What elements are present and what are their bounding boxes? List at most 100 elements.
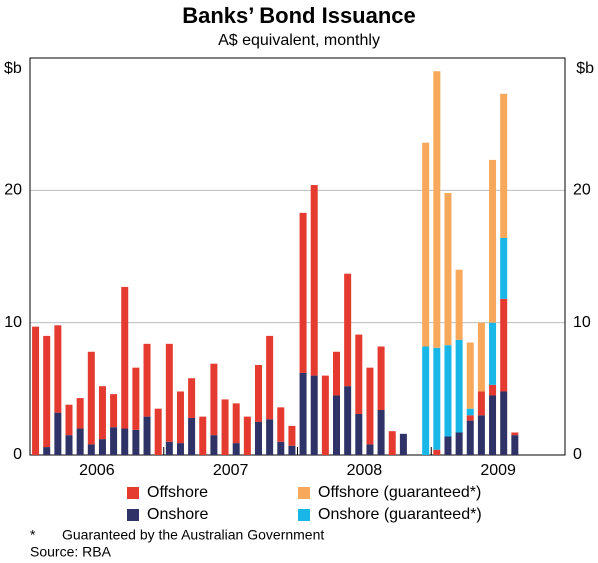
bar-segment — [121, 286, 129, 429]
bar-segment — [466, 420, 474, 455]
x-tick-label: 2006 — [79, 462, 115, 479]
bar-segment — [455, 339, 463, 433]
bar-segment — [43, 335, 51, 448]
bar-segment — [277, 441, 285, 455]
bar-segment — [511, 435, 519, 455]
legend-label: Offshore — [147, 484, 208, 501]
bar-segment — [210, 363, 218, 436]
bar-segment — [299, 212, 307, 373]
bar-segment — [500, 93, 508, 238]
bar-segment — [489, 322, 497, 385]
legend-label: Onshore (guaranteed*) — [318, 506, 482, 523]
bar-segment — [310, 185, 318, 376]
chart-subtitle: A$ equivalent, monthly — [218, 32, 380, 49]
y2-tick-label: 0 — [573, 446, 582, 463]
bar-segment — [43, 447, 51, 455]
bar-segment — [477, 415, 485, 455]
bar-segment — [489, 384, 497, 396]
bar-segment — [310, 375, 318, 455]
y-axis-label: $b — [4, 60, 22, 77]
bar-segment — [87, 444, 95, 455]
bar-segment — [199, 416, 207, 455]
bar-segment — [444, 192, 452, 346]
y2-tick-label: 10 — [573, 314, 591, 331]
bar-segment — [366, 367, 374, 445]
bar-segment — [344, 273, 352, 387]
bar-segment — [377, 346, 385, 411]
bar-segment — [54, 412, 62, 455]
bar-segment — [110, 394, 118, 428]
source: Source: RBA — [30, 544, 112, 560]
bar-segment — [433, 71, 441, 348]
bar-segment — [455, 432, 463, 455]
x-tick-label: 2008 — [347, 462, 383, 479]
bar-segment — [65, 435, 73, 455]
legend-swatch — [127, 509, 139, 521]
bar-segment — [477, 322, 485, 392]
bar-segment — [188, 417, 196, 455]
bar-segment — [466, 415, 474, 421]
footnote-marker: * — [30, 527, 36, 543]
bar-segment — [433, 347, 441, 450]
legend-swatch — [298, 487, 310, 499]
bar-segment — [165, 343, 173, 442]
bar-segment — [121, 428, 129, 455]
legend-label: Offshore (guaranteed*) — [318, 484, 481, 501]
legend-label: Onshore — [147, 506, 208, 523]
x-tick-label: 2009 — [480, 462, 516, 479]
bar-segment — [355, 334, 363, 414]
bar-segment — [165, 441, 173, 455]
legend-swatch — [298, 509, 310, 521]
bar-segment — [254, 421, 262, 455]
bar-segment — [489, 395, 497, 455]
bar-segment — [98, 439, 106, 455]
bar-segment — [511, 432, 519, 436]
bar-segment — [188, 378, 196, 418]
y-tick-label: 0 — [13, 446, 22, 463]
y2-tick-label: 20 — [573, 182, 591, 199]
bar-segment — [176, 391, 184, 444]
bar-segment — [433, 449, 441, 455]
bar-segment — [388, 431, 396, 455]
footnote: Guaranteed by the Australian Government — [62, 527, 324, 543]
bar-segment — [243, 416, 251, 455]
legend-swatch — [127, 487, 139, 499]
bar-segment — [299, 372, 307, 455]
bar-segment — [366, 444, 374, 455]
bar-segment — [444, 436, 452, 455]
bar-segment — [65, 404, 73, 436]
bar-segment — [489, 159, 497, 323]
bar-segment — [232, 403, 240, 444]
bar-segment — [266, 419, 274, 455]
bar-segment — [132, 367, 140, 430]
bar-segment — [87, 351, 95, 445]
bar-segment — [154, 408, 162, 455]
bar-segment — [288, 425, 296, 446]
bar-segment — [444, 345, 452, 437]
bar-segment — [377, 410, 385, 455]
bar-segment — [76, 398, 84, 429]
bar-segment — [143, 416, 151, 455]
chart-title: Banks’ Bond Issuance — [182, 3, 416, 28]
bar-segment — [277, 407, 285, 442]
bar-segment — [422, 142, 430, 347]
bar-segment — [399, 433, 407, 455]
bar-segment — [110, 427, 118, 455]
bar-segment — [333, 395, 341, 455]
bar-segment — [288, 445, 296, 455]
bar-segment — [455, 269, 463, 340]
bar-segment — [422, 346, 430, 455]
bar-segment — [266, 335, 274, 420]
bar-segment — [54, 325, 62, 413]
bar-segment — [477, 391, 485, 416]
bar-segment — [32, 326, 40, 455]
bar-segment — [143, 343, 151, 417]
bar-segment — [210, 435, 218, 455]
y-tick-label: 10 — [4, 314, 22, 331]
bar-segment — [98, 386, 106, 440]
bar-segment — [254, 365, 262, 422]
bar-segment — [321, 375, 329, 455]
y-tick-label: 20 — [4, 182, 22, 199]
y2-axis-label: $b — [576, 60, 594, 77]
